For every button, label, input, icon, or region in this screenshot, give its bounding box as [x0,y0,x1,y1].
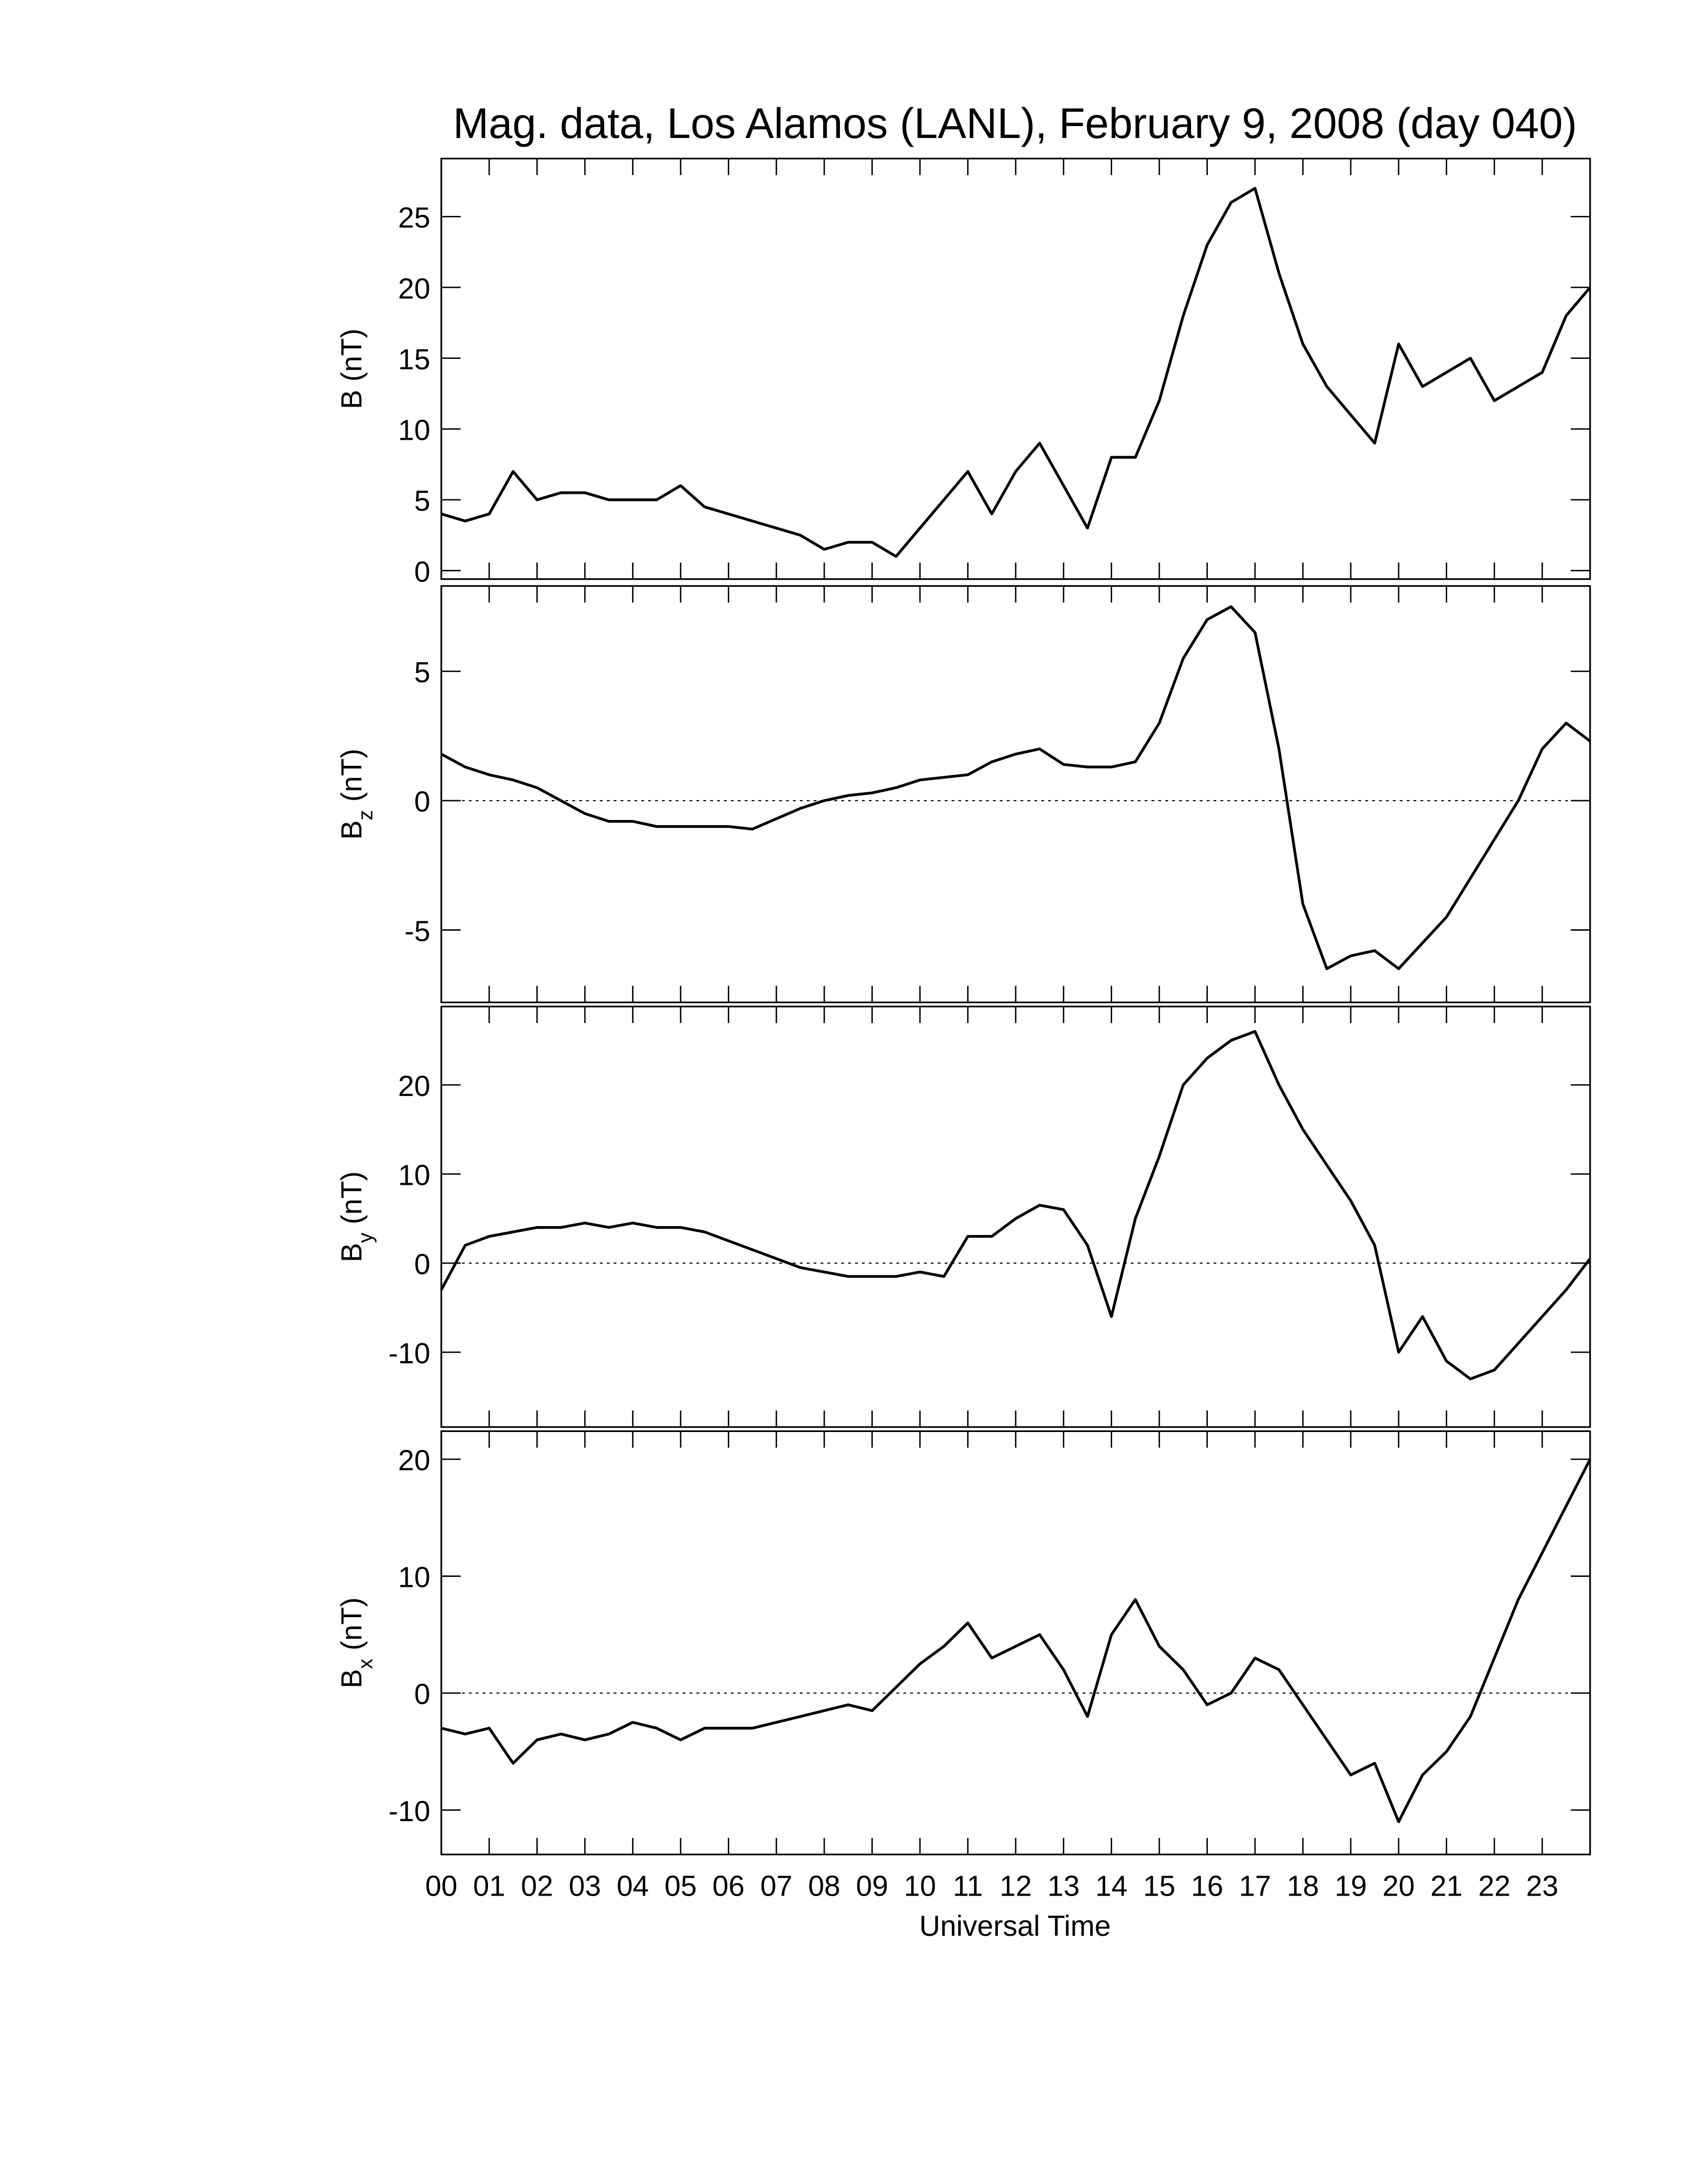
x-tick-label: 22 [1478,1870,1511,1902]
y-label-subscript: z [353,810,377,820]
y-label-unit: (nT) [336,1597,368,1650]
x-tick-label: 00 [425,1870,457,1902]
y-axis-label: Bz (nT) [336,749,377,839]
x-tick-label: 02 [521,1870,553,1902]
y-label-subscript: y [353,1232,377,1243]
y-axis-label: Bx (nT) [336,1597,377,1688]
chart-title: Mag. data, Los Alamos (LANL), February 9… [453,100,1577,147]
y-tick-label: 0 [414,1678,430,1710]
x-tick-label: 16 [1191,1870,1223,1902]
y-tick-label: 0 [414,556,430,588]
y-tick-label: 0 [414,786,430,818]
x-tick-label: 06 [712,1870,745,1902]
x-tick-label: 11 [953,1870,983,1902]
x-tick-label: 17 [1239,1870,1271,1902]
x-tick-label: 07 [760,1870,792,1902]
y-tick-label: 10 [398,1159,430,1191]
data-line [441,187,1591,558]
y-label-unit: (nT) [336,329,368,382]
y-label-symbol: B [336,1243,368,1262]
y-tick-label: 20 [398,1444,430,1477]
x-tick-label: 03 [569,1870,601,1902]
x-tick-label: 12 [999,1870,1032,1902]
x-tick-label: 01 [473,1870,505,1902]
y-tick-label: -5 [405,915,430,948]
y-label-symbol: B [336,820,368,840]
plot-frame [440,157,1591,580]
y-tick-label: 20 [398,1070,430,1102]
x-tick-label: 20 [1383,1870,1415,1902]
x-tick-label: 13 [1048,1870,1080,1902]
y-tick-label: 25 [398,202,430,234]
y-axis-label-text: B (nT) [336,329,368,409]
x-tick-label: 05 [665,1870,697,1902]
y-tick-label: 5 [414,657,430,689]
data-line [441,1458,1592,1823]
y-tick-label: 10 [398,414,430,447]
y-label-symbol: B [336,390,368,409]
y-tick-label: 0 [414,1248,430,1281]
y-tick-label: -10 [388,1337,430,1369]
x-tick-label: 08 [808,1870,841,1902]
y-label-subscript: x [353,1658,377,1669]
y-tick-label: -10 [388,1795,430,1828]
data-line [440,605,1591,970]
y-label-unit: (nT) [336,749,368,802]
x-tick-label: 15 [1143,1870,1176,1902]
y-axis-label: By (nT) [336,1171,377,1262]
y-axis-label: B (nT) [336,329,368,409]
x-axis-label: Universal Time [919,1910,1111,1942]
x-tick-label: 14 [1095,1870,1127,1902]
x-tick-label: 23 [1526,1870,1558,1902]
y-tick-label: 20 [398,273,430,305]
y-label-unit: (nT) [336,1171,368,1225]
plot-frame [440,1430,1591,1855]
x-tick-label: 09 [856,1870,888,1902]
y-tick-label: 10 [398,1562,430,1594]
y-tick-label: 15 [398,343,430,376]
y-axis-label-text: Bz (nT) [336,749,377,839]
x-tick-label: 18 [1287,1870,1319,1902]
data-line [440,1030,1591,1380]
x-tick-label: 19 [1335,1870,1367,1902]
plot-frame [440,585,1591,1004]
y-tick-label: 5 [414,485,430,517]
x-tick-label: 04 [617,1870,649,1902]
y-label-symbol: B [336,1669,368,1688]
y-axis-label-text: Bx (nT) [336,1597,377,1688]
plot-frame [440,1006,1591,1428]
x-tick-label: 10 [904,1870,936,1902]
x-tick-label: 21 [1430,1870,1463,1902]
y-axis-label-text: By (nT) [336,1171,377,1262]
